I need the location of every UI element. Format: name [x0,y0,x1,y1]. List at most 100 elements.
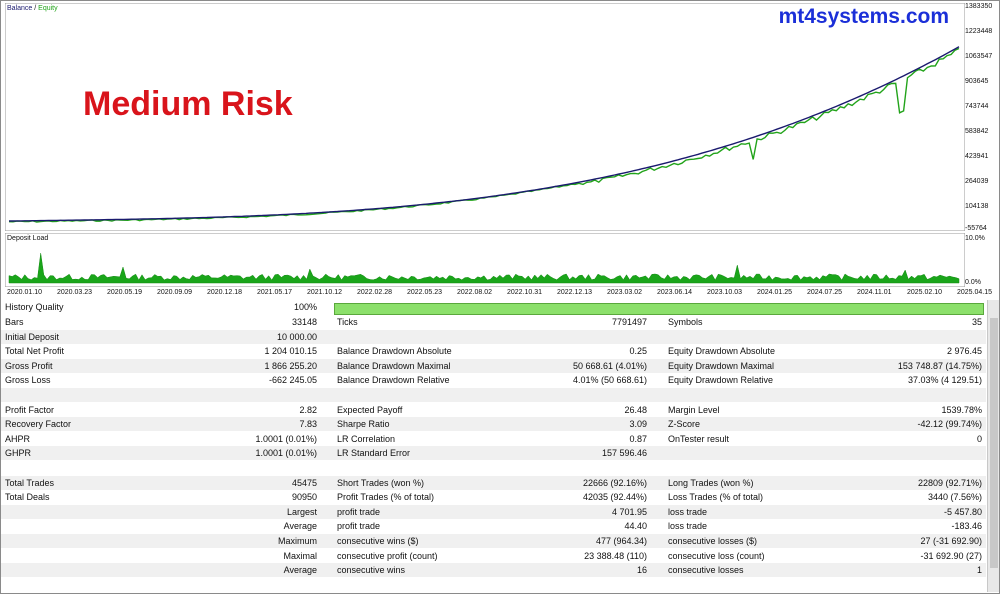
report-row: Total Deals 90950 Profit Trades (% of tota… [1,490,986,504]
report-value: Maximal [283,550,317,561]
report-row: Initial Deposit 10 000.00 [1,329,986,344]
report-value: -31 692.90 (27) [920,550,982,561]
deposit-load-title: Deposit Load [7,235,49,242]
report-label: Profit Factor [5,404,55,415]
report-row: AHPR 1.0001 (0.01%) LR Correlation 0.87 OnTe… [1,432,986,446]
report-label: Margin Level [668,404,720,415]
y-tick-label: 423941 [965,153,989,160]
report-table: History Quality 100% Bars 33148 Ticks 77914… [1,300,986,593]
report-value: 1 866 255.20 [264,360,317,371]
report-value: 7791497 [611,317,647,327]
report-value: Average [283,565,317,576]
report-label: GHPR [5,448,32,459]
report-label: Bars [5,317,24,327]
report-value: 45475 [291,477,317,488]
x-tick-label: 2022.08.02 [457,289,493,296]
x-tick-label: 2020.09.09 [157,289,193,296]
report-value: 35 [971,317,982,327]
balance-line [9,46,960,222]
report-value: 2 976.45 [946,346,982,357]
deposit-load-area [8,252,960,284]
chart-legend: Balance / Equity [7,5,58,12]
report-label: LR Standard Error [337,448,411,459]
report-value: 90950 [291,492,317,503]
balance-y-axis: 1383350 1223448 1063547 903645 743744 58… [965,1,999,291]
report-value: -662 245.05 [268,375,317,386]
x-tick-label: 2023.06.14 [657,289,693,296]
report-label: Total Trades [5,477,55,488]
report-label: Short Trades (won %) [337,477,425,488]
history-quality-bar [334,303,984,315]
report-value: 4.01% (50 668.61) [572,375,647,386]
report-label: Equity Drawdown Maximal [668,360,775,371]
y-tick-label: 583842 [965,128,989,135]
x-tick-label: 2024.01.25 [757,289,793,296]
report-label: Balance Drawdown Absolute [337,346,452,357]
y-tick-label: 264039 [965,178,989,185]
x-tick-label: 2024.11.01 [857,289,892,296]
report-row: GHPR 1.0001 (0.01%) LR Standard Error 157 5… [1,446,986,461]
report-value: 0 [976,433,982,444]
y-tick-label: 1063547 [965,53,993,60]
report-label: Gross Loss [5,375,51,386]
report-label: consecutive losses ($) [668,536,758,546]
report-value: 7.83 [299,419,317,430]
report-value: 0.87 [629,433,647,444]
y-tick-label: 104138 [965,203,989,210]
report-value: 1539.78% [941,404,982,415]
report-value: 37.03% (4 129.51) [907,375,982,386]
report-value: 50 668.61 (4.01%) [572,360,647,371]
report-value: 157 596.46 [601,448,647,459]
report-label: Ticks [337,317,358,327]
report-label: consecutive profit (count) [337,550,438,561]
deposit-load-chart [5,233,965,287]
report-value: -42.12 (99.74%) [917,419,982,430]
report-row [1,388,986,402]
report-value: 4 701.95 [611,506,647,517]
report-label: profit trade [337,506,381,517]
report-row: Gross Loss -662 245.05 Balance Drawdown Re… [1,373,986,387]
legend-separator: / [34,5,37,12]
report-value: 3440 (7.56%) [927,492,982,503]
report-label: profit trade [337,521,381,532]
x-tick-label: 2025.04.15 [957,289,993,296]
report-scrollbar[interactable] [987,300,999,592]
x-tick-label: 2023.03.02 [607,289,643,296]
report-value: 16 [636,565,647,576]
report-row: Maximum consecutive wins ($) 477 (964.34) c… [1,534,986,548]
report-value: 1.0001 (0.01%) [255,448,317,459]
report-label: Expected Payoff [337,404,403,415]
history-quality-label: History Quality [5,302,64,312]
report-label: consecutive wins ($) [337,536,419,546]
report-label: consecutive loss (count) [668,550,765,561]
report-value: Maximum [277,536,317,546]
balance-equity-chart [5,3,965,231]
report-label: OnTester result [668,433,730,444]
report-value: Largest [286,506,317,517]
x-tick-label: 2022.05.23 [407,289,443,296]
report-value: 10 000.00 [276,331,317,342]
x-tick-label: 2024.07.25 [807,289,843,296]
y-tick-label: 1383350 [965,3,993,10]
y-tick-label: -55764 [965,225,987,232]
report-value: 0.25 [629,346,647,357]
report-label: Equity Drawdown Relative [668,375,774,386]
report-row: Average profit trade 44.40 loss trade -183.4… [1,519,986,533]
report-value: Average [283,521,317,532]
report-label: AHPR [5,433,31,444]
report-value: -183.46 [951,521,982,532]
report-label: Gross Profit [5,360,53,371]
scrollbar-thumb[interactable] [990,318,998,568]
report-value: 27 (-31 692.90) [920,536,982,546]
y-tick-label: 1223448 [965,28,993,35]
report-row: Gross Profit 1 866 255.20 Balance Drawdown… [1,358,986,373]
report-row: Profit Factor 2.82 Expected Payoff 26.48 Mar… [1,403,986,417]
date-axis: 2020.01.10 2020.03.23 2020.05.19 2020.09.09… [1,288,999,300]
report-label: Z-Score [668,419,701,430]
x-tick-label: 2021.05.17 [257,289,293,296]
report-value: 477 (964.34) [595,536,647,546]
report-row: Total Net Profit 1 204 010.15 Balance Draw… [1,344,986,358]
x-tick-label: 2023.10.03 [707,289,743,296]
report-row [1,461,986,475]
